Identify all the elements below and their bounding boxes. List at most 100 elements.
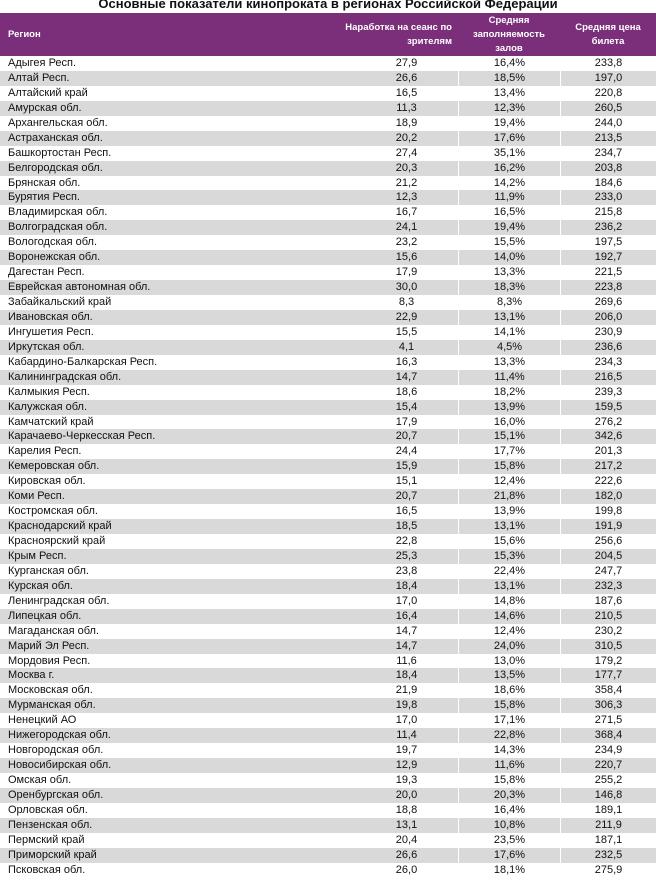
cell-price: 255,2 [560,773,656,788]
cell-sessions: 20,7 [395,430,418,443]
cell-price: 206,0 [560,309,656,325]
cell-occupancy: 15,5% [458,235,560,251]
cell-price: 221,5 [560,265,656,281]
table-row: Ленинградская обл. 17,0 14,8% 187,6 [0,593,656,609]
cell-sessions: 19,8 [395,699,418,712]
cell-region: Архангельская обл. [8,116,108,129]
cell-occupancy: 14,1% [458,324,560,340]
table-row: Магаданская обл. 14,7 12,4% 230,2 [0,623,656,639]
cell-sessions: 17,0 [395,714,418,727]
cell-occupancy: 13,1% [458,578,560,594]
table-row: Башкортостан Респ. 27,4 35,1% 234,7 [0,145,656,161]
cell-occupancy: 17,6% [458,130,560,146]
cell-sessions: 23,8 [395,564,418,577]
cell-occupancy: 19,4% [458,220,560,236]
table-row: Адыгея Респ. 27,9 16,4% 233,8 [0,56,656,71]
cell-region: Пермский край [8,833,85,846]
cell-occupancy: 16,4% [458,56,560,71]
cell-occupancy: 35,1% [458,145,560,161]
cell-occupancy: 22,4% [458,563,560,579]
cell-price: 187,1 [560,832,656,848]
table-row: Калмыкия Респ. 18,6 18,2% 239,3 [0,384,656,400]
cell-price: 269,6 [560,295,656,310]
cell-occupancy: 14,6% [458,608,560,624]
table-row: Омская обл. 19,3 15,8% 255,2 [0,773,656,788]
table-row: Карелия Респ. 24,4 17,7% 201,3 [0,444,656,460]
table-row: Курганская обл. 23,8 22,4% 247,7 [0,563,656,579]
cell-occupancy: 15,8% [458,773,560,788]
cell-price: 276,2 [560,414,656,430]
table-row: Дагестан Респ. 17,9 13,3% 221,5 [0,265,656,281]
cell-price: 222,6 [560,474,656,490]
cell-region: Орловская обл. [8,803,88,816]
cell-sessions: 18,8 [395,803,418,816]
cell-sessions: 19,7 [395,744,418,757]
table-row: Оренбургская обл. 20,0 20,3% 146,8 [0,787,656,803]
cell-occupancy: 12,4% [458,623,560,639]
cell-price: 306,3 [560,698,656,714]
cell-sessions: 21,2 [395,176,418,189]
cell-price: 233,8 [560,56,656,71]
cell-price: 187,6 [560,593,656,609]
cell-region: Оренбургская обл. [8,788,104,801]
cell-region: Астраханская обл. [8,131,103,144]
cell-sessions: 16,5 [395,505,418,518]
cell-region: Кировская обл. [8,475,86,488]
cell-sessions: 13,1 [395,818,418,831]
cell-occupancy: 18,2% [458,384,560,400]
cell-price: 197,5 [560,235,656,251]
table-row: Владимирская обл. 16,7 16,5% 215,8 [0,205,656,221]
cell-occupancy: 4,5% [458,339,560,355]
table-row: Кемеровская обл. 15,9 15,8% 217,2 [0,459,656,475]
table-row: Мордовия Респ. 11,6 13,0% 179,2 [0,653,656,669]
cell-occupancy: 16,5% [458,205,560,221]
cell-price: 210,5 [560,608,656,624]
cell-region: Бурятия Респ. [8,191,80,204]
cell-sessions: 14,7 [395,639,418,652]
cell-sessions: 16,4 [395,609,418,622]
cell-sessions: 11,4 [396,729,417,742]
cell-region: Мордовия Респ. [8,654,91,667]
cell-price: 220,7 [560,758,656,774]
cell-price: 182,0 [560,489,656,505]
cell-price: 197,0 [560,70,656,86]
cell-price: 191,9 [560,519,656,535]
cell-price: 189,1 [560,802,656,818]
table-row: Пензенская обл. 13,1 10,8% 211,9 [0,817,656,833]
cell-sessions: 16,7 [395,206,418,219]
cell-sessions: 20,7 [395,490,418,503]
cell-region: Магаданская обл. [8,624,99,637]
cell-price: 232,3 [560,578,656,594]
cell-region: Калужская обл. [8,400,88,413]
table-row: Бурятия Респ. 12,3 11,9% 233,0 [0,190,656,206]
cell-sessions: 22,8 [395,535,418,547]
cell-price: 260,5 [560,100,656,116]
cell-sessions: 21,9 [395,684,418,697]
cell-sessions: 20,0 [395,788,418,801]
cell-region: Новосибирская обл. [8,759,112,772]
table-row: Курская обл. 18,4 13,1% 232,3 [0,578,656,594]
cell-region: Нижегородская обл. [8,729,111,742]
cell-price: 177,7 [560,668,656,684]
table-row: Краснодарский край 18,5 13,1% 191,9 [0,519,656,535]
cell-sessions: 24,1 [395,221,418,234]
cell-price: 310,5 [560,638,656,654]
cell-occupancy: 22,8% [458,728,560,744]
cell-occupancy: 13,3% [458,265,560,281]
table-row: Еврейская автономная обл. 30,0 18,3% 223,8 [0,280,656,296]
cell-sessions: 24,4 [395,445,418,458]
cell-occupancy: 13,4% [458,85,560,101]
cell-price: 203,8 [560,160,656,176]
cell-occupancy: 15,8% [458,698,560,714]
cell-occupancy: 16,0% [458,414,560,430]
cell-sessions: 18,9 [395,116,418,129]
cell-price: 232,5 [560,847,656,863]
cell-occupancy: 18,1% [458,862,560,878]
cell-region: Московская обл. [8,684,93,697]
cell-region: Приморский край [8,848,97,861]
cell-occupancy: 16,4% [458,802,560,818]
cell-region: Псковская обл. [8,863,86,876]
cell-sessions: 20,2 [395,131,418,144]
table-row: Коми Респ. 20,7 21,8% 182,0 [0,489,656,505]
table-row: Воронежская обл. 15,6 14,0% 192,7 [0,250,656,266]
